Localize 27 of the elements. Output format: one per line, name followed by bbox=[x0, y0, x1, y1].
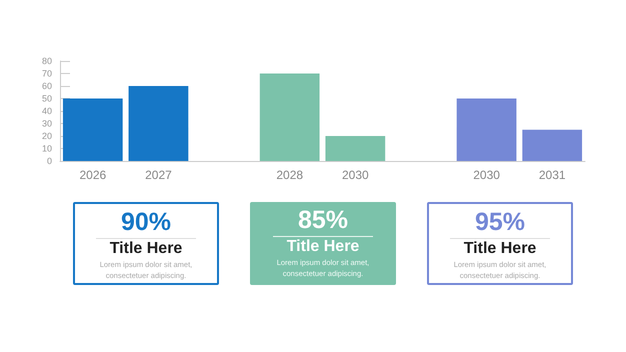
bar bbox=[62, 98, 123, 161]
x-tick-label: 2031 bbox=[538, 168, 566, 182]
text: 90% bbox=[120, 208, 172, 236]
x-tick-label: 2028 bbox=[276, 168, 304, 182]
bar bbox=[128, 86, 188, 161]
bar bbox=[325, 136, 386, 161]
x-tick-label: 2030 bbox=[342, 168, 369, 182]
bar bbox=[456, 98, 516, 161]
y-tick-label: 70 bbox=[42, 68, 52, 78]
y-tick-label: 50 bbox=[42, 94, 52, 104]
bar bbox=[522, 130, 582, 161]
text: Title Here bbox=[286, 237, 360, 257]
y-tick-label: 20 bbox=[42, 131, 52, 141]
text: Title Here bbox=[108, 239, 184, 259]
text: 85% bbox=[296, 206, 350, 234]
y-tick-label: 30 bbox=[42, 118, 52, 128]
text: Title Here bbox=[462, 239, 538, 259]
x-tick-label: 2030 bbox=[473, 168, 500, 182]
y-tick-label: 60 bbox=[42, 81, 52, 91]
y-tick-label: 0 bbox=[46, 156, 52, 166]
y-tick-label: 10 bbox=[42, 144, 52, 154]
bar bbox=[260, 74, 320, 161]
x-tick-label: 2026 bbox=[79, 168, 106, 182]
x-tick-label: 2027 bbox=[145, 168, 172, 182]
text: 95% bbox=[474, 208, 526, 236]
y-tick-label: 80 bbox=[42, 56, 52, 66]
y-tick-label: 40 bbox=[42, 106, 52, 116]
